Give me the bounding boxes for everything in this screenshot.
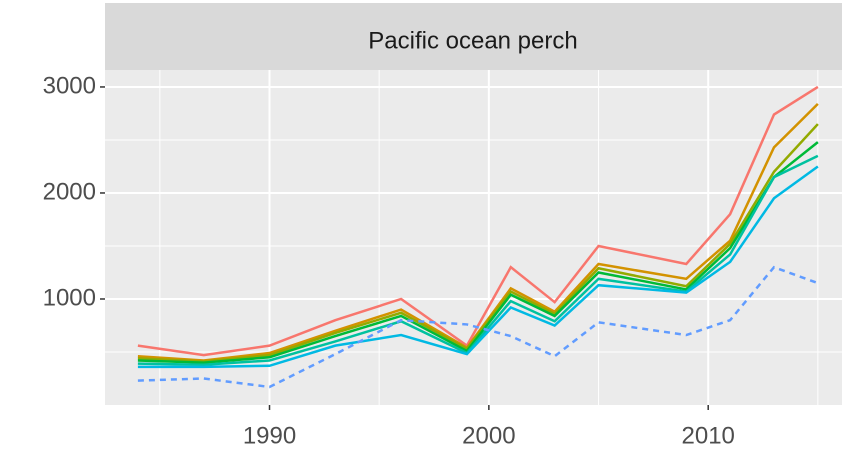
y-tick-label: 2000 <box>43 178 96 205</box>
series-line <box>137 165 819 369</box>
x-tick-label: 1990 <box>243 422 296 449</box>
series-line <box>137 154 819 366</box>
x-tick-label: 2000 <box>462 422 515 449</box>
series-line <box>137 85 819 357</box>
x-tick-label: 2010 <box>682 422 735 449</box>
y-tick-label: 1000 <box>43 284 96 311</box>
series-line <box>137 265 819 389</box>
chart-title: Pacific ocean perch <box>368 27 577 54</box>
panel <box>105 70 842 405</box>
series-line <box>137 103 819 362</box>
y-tick-label: 3000 <box>43 72 96 99</box>
series-line <box>137 141 819 364</box>
strip <box>105 3 842 70</box>
series-line <box>137 123 819 363</box>
